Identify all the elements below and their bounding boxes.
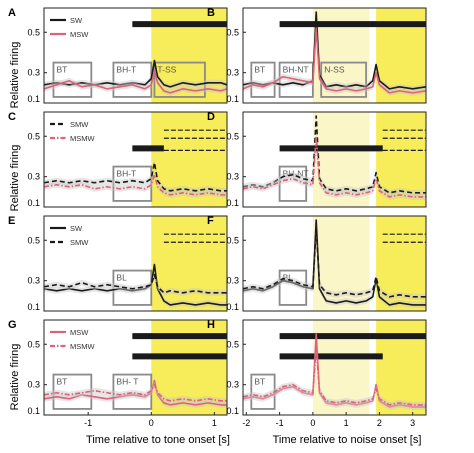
window-box-label: BT	[56, 65, 67, 75]
y-tick-label: 0.5	[27, 339, 40, 349]
x-axis-label-left: Time relative to tone onset [s]	[86, 434, 230, 446]
panel-f: BL 0.1 0.3 0.5 F	[207, 215, 426, 312]
y-tick-label: 0.1	[27, 94, 40, 104]
panel-c: BH-T 0.1 0.3 0.5 C SMW MSMW	[8, 111, 227, 208]
x-tick-label: 0	[149, 418, 154, 428]
panel-e: BL 0.1 0.3 0.5 E SW SMW	[8, 215, 227, 312]
panel-letter: H	[207, 319, 215, 331]
panel-letter: A	[8, 7, 16, 19]
legend-label: SMW	[70, 238, 89, 247]
panel-letter: D	[207, 111, 215, 123]
window-box-label: BH-T	[116, 65, 136, 75]
x-tick-label: 3	[410, 418, 415, 428]
y-tick-label: 0.5	[27, 27, 40, 37]
y-tick-label: 0.1	[226, 94, 239, 104]
legend-label: SW	[70, 16, 83, 25]
panel-letter: E	[8, 215, 15, 227]
y-tick-label: 0.1	[226, 406, 239, 416]
y-tick-label: 0.3	[27, 68, 40, 78]
x-tick-label: -1	[276, 418, 284, 428]
y-axis-label-lower: Relative firing	[9, 344, 21, 411]
y-tick-label: 0.3	[27, 172, 40, 182]
y-tick-label: 0.5	[226, 131, 239, 141]
legend-label: MSMW	[70, 342, 95, 351]
y-tick-label: 0.5	[226, 27, 239, 37]
window-box-label: BT	[254, 377, 265, 387]
window-box-label: N-SS	[324, 65, 345, 75]
y-axis-label-middle: Relative firing	[9, 145, 21, 212]
y-tick-label: 0.1	[226, 198, 239, 208]
window-box-label: T-SS	[157, 65, 176, 75]
panel-h: BT 0.1 0.3 0.5 -2 -1 0 1 2 3 H	[207, 319, 426, 428]
x-tick-label: 0	[310, 418, 315, 428]
window-box-label: BH- T	[116, 377, 138, 387]
y-tick-label: 0.5	[226, 339, 239, 349]
y-tick-label: 0.3	[27, 276, 40, 286]
window-box-label: BL	[116, 273, 127, 283]
legend-label: MSMW	[70, 134, 95, 143]
x-tick-label: -2	[242, 418, 250, 428]
panel-letter: F	[207, 215, 214, 227]
panel-letter: G	[8, 319, 17, 331]
legend-label: MSW	[70, 30, 89, 39]
y-tick-label: 0.1	[226, 302, 239, 312]
y-tick-label: 0.1	[27, 198, 40, 208]
y-tick-label: 0.3	[226, 380, 239, 390]
y-axis-label-top: Relative firing	[9, 42, 21, 109]
x-tick-label: -1	[84, 418, 92, 428]
panel-b: BT BH-NT N-SS 0.1 0.3 0.5 B	[207, 7, 426, 104]
panel-d: BH-NT0.10.30.5D	[207, 111, 426, 208]
legend-label: SMW	[70, 120, 89, 129]
y-tick-label: 0.3	[226, 172, 239, 182]
window-box-label: BH-T	[116, 169, 136, 179]
x-tick-label: 1	[344, 418, 349, 428]
x-tick-label: 1	[212, 418, 217, 428]
y-tick-label: 0.1	[27, 406, 40, 416]
window-box-label: BH-NT	[283, 65, 309, 75]
y-tick-label: 0.3	[27, 380, 40, 390]
x-axis-label-right: Time relative to noise onset [s]	[273, 434, 422, 446]
legend-label: MSW	[70, 328, 89, 337]
window-box-label: BT	[254, 65, 265, 75]
y-tick-label: 0.5	[226, 235, 239, 245]
window-box-label: BT	[56, 377, 67, 387]
legend-label: SW	[70, 224, 83, 233]
x-tick-label: 2	[377, 418, 382, 428]
panel-grid: BT BH-T T-SS 0.1 0.3 0.5 A SW MSW BT BH-NT N-SS 0.1 0…	[8, 7, 426, 428]
y-tick-label: 0.3	[226, 68, 239, 78]
y-tick-label: 0.5	[27, 131, 40, 141]
panel-a: BT BH-T T-SS 0.1 0.3 0.5 A SW MSW	[8, 7, 227, 104]
y-tick-label: 0.5	[27, 235, 40, 245]
panel-letter: C	[8, 111, 16, 123]
y-tick-label: 0.1	[27, 302, 40, 312]
panel-g: BT BH- T 0.1 0.3 0.5 -1 0 1 G MSW MSMW	[8, 319, 227, 428]
y-tick-label: 0.3	[226, 276, 239, 286]
panel-letter: B	[207, 7, 215, 19]
